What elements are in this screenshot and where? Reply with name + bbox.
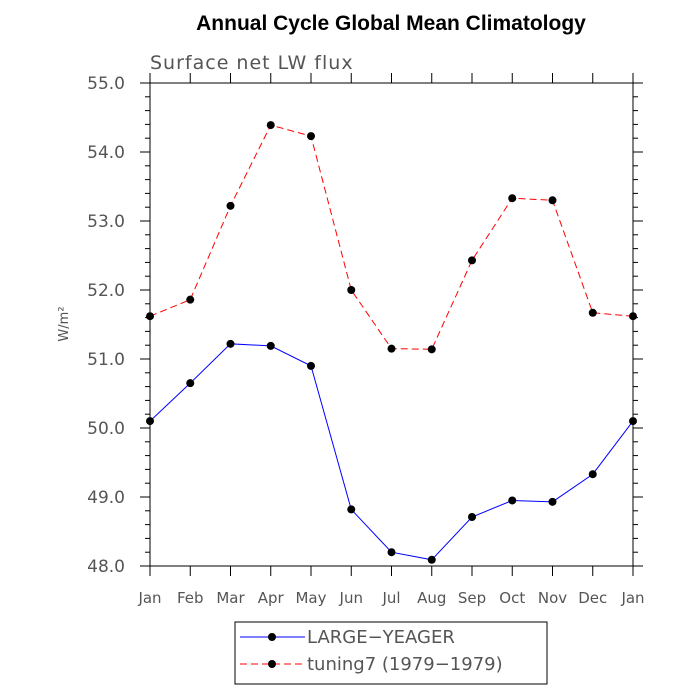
x-tick-label: Jun <box>339 589 363 607</box>
x-tick-label: Aug <box>417 589 446 607</box>
data-point <box>387 344 396 353</box>
series-0 <box>146 339 637 564</box>
data-point <box>307 132 315 141</box>
y-tick-label: 52.0 <box>87 281 125 301</box>
legend-marker <box>268 660 276 668</box>
data-point <box>468 513 476 522</box>
x-tick-label: Feb <box>177 589 204 607</box>
y-tick-label: 50.0 <box>87 419 125 439</box>
data-point <box>629 312 637 321</box>
series-layer <box>146 121 637 564</box>
data-point <box>307 361 315 370</box>
data-point <box>548 497 557 506</box>
data-point <box>347 505 356 514</box>
data-point <box>186 379 195 388</box>
data-point <box>387 548 396 557</box>
data-point <box>266 121 275 130</box>
chart-subtitle: Surface net LW flux <box>150 52 354 74</box>
data-point <box>629 417 637 426</box>
series-line <box>149 124 634 350</box>
plot-frame <box>149 82 634 567</box>
x-tick-label: Jan <box>137 589 161 607</box>
data-point <box>468 256 476 265</box>
x-tick-label: Dec <box>578 589 607 607</box>
data-point <box>588 470 597 479</box>
y-tick-label: 53.0 <box>87 212 125 232</box>
x-tick-label: Sep <box>458 589 486 607</box>
legend-label: tuning7 (1979−1979) <box>307 654 503 675</box>
axis-ticks <box>140 73 643 576</box>
data-point <box>508 194 517 203</box>
data-point <box>146 312 154 321</box>
x-tick-label: Apr <box>258 589 285 607</box>
x-tick-label: Jan <box>620 589 644 607</box>
series-line <box>149 343 634 561</box>
x-tick-label: Mar <box>216 589 245 607</box>
legend-box <box>234 621 548 685</box>
legend: LARGE−YEAGER tuning7 (1979−1979) <box>234 621 548 685</box>
x-tick-label: Jul <box>381 589 400 607</box>
y-axis-label: W/m² <box>57 306 72 341</box>
y-tick-label: 49.0 <box>87 488 125 508</box>
data-point <box>427 555 436 564</box>
data-point <box>548 196 557 205</box>
y-tick-label: 48.0 <box>87 557 125 577</box>
data-point <box>347 286 356 294</box>
data-point <box>226 339 235 348</box>
x-tick-label: Oct <box>499 589 525 607</box>
legend-marker <box>268 633 276 641</box>
x-tick-label: Nov <box>538 589 567 607</box>
x-tick-labels: Jan Feb Mar Apr May Jun Jul Aug Sep Oct Nov Dec Jan <box>137 589 644 607</box>
series-1 <box>146 121 637 354</box>
x-tick-label: May <box>295 589 326 607</box>
chart-title: Annual Cycle Global Mean Climatology <box>196 12 586 35</box>
data-point <box>266 341 275 350</box>
data-point <box>588 308 597 317</box>
y-tick-labels: 48.0 49.0 50.0 51.0 52.0 53.0 54.0 55.0 <box>87 74 125 577</box>
data-point <box>427 345 436 354</box>
legend-label: LARGE−YEAGER <box>307 627 455 648</box>
data-point <box>186 295 195 304</box>
y-tick-label: 54.0 <box>87 143 125 163</box>
data-point <box>226 201 235 210</box>
data-point <box>146 417 154 426</box>
y-tick-label: 55.0 <box>87 74 125 94</box>
y-tick-label: 51.0 <box>87 350 125 370</box>
data-point <box>508 496 517 505</box>
